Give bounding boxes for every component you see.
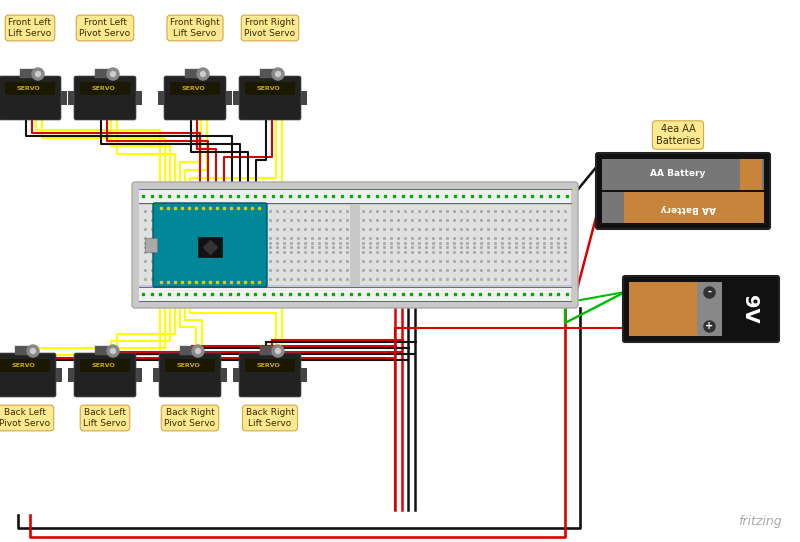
- Bar: [139, 189, 571, 203]
- Bar: [299, 91, 307, 105]
- Bar: [602, 192, 624, 223]
- Bar: [0, 91, 1, 105]
- Bar: [602, 192, 764, 223]
- Text: Front Left
Pivot Servo: Front Left Pivot Servo: [79, 18, 130, 38]
- Circle shape: [272, 345, 284, 357]
- Circle shape: [275, 72, 281, 76]
- Bar: [68, 91, 76, 105]
- Bar: [740, 159, 762, 190]
- Bar: [260, 346, 280, 355]
- Bar: [5, 82, 55, 95]
- Bar: [185, 69, 205, 78]
- Text: SERVO: SERVO: [91, 363, 115, 368]
- Bar: [145, 238, 157, 252]
- Text: Back Right
Pivot Servo: Back Right Pivot Servo: [165, 408, 215, 428]
- Bar: [139, 205, 571, 285]
- Text: AA Battery: AA Battery: [650, 169, 706, 177]
- Circle shape: [35, 72, 41, 76]
- Bar: [80, 82, 130, 95]
- Bar: [153, 368, 161, 382]
- Bar: [134, 91, 142, 105]
- FancyBboxPatch shape: [153, 203, 267, 287]
- Circle shape: [275, 349, 281, 353]
- Bar: [134, 368, 142, 382]
- FancyBboxPatch shape: [0, 353, 56, 397]
- Bar: [68, 368, 76, 382]
- Circle shape: [195, 349, 201, 353]
- Text: +: +: [706, 321, 714, 331]
- Bar: [54, 368, 62, 382]
- Circle shape: [201, 72, 206, 76]
- Bar: [15, 346, 35, 355]
- Circle shape: [192, 345, 204, 357]
- Text: Front Right
Pivot Servo: Front Right Pivot Servo: [245, 18, 295, 38]
- Circle shape: [32, 68, 44, 80]
- FancyBboxPatch shape: [74, 76, 136, 120]
- Bar: [260, 69, 280, 78]
- Bar: [233, 368, 241, 382]
- Bar: [59, 91, 67, 105]
- Text: SERVO: SERVO: [256, 86, 280, 91]
- Text: SERVO: SERVO: [181, 86, 205, 91]
- Text: fritzing: fritzing: [738, 515, 782, 528]
- Bar: [602, 159, 764, 190]
- Text: -: -: [707, 287, 711, 297]
- Circle shape: [27, 345, 39, 357]
- Text: SERVO: SERVO: [256, 363, 280, 368]
- Text: SERVO: SERVO: [16, 86, 40, 91]
- Bar: [158, 91, 166, 105]
- FancyBboxPatch shape: [159, 353, 221, 397]
- FancyBboxPatch shape: [596, 153, 770, 229]
- FancyBboxPatch shape: [132, 182, 578, 308]
- Circle shape: [272, 68, 284, 80]
- Bar: [245, 359, 295, 372]
- Text: Front Left
Lift Servo: Front Left Lift Servo: [8, 18, 52, 38]
- Bar: [224, 91, 232, 105]
- Circle shape: [110, 72, 115, 76]
- Text: AA Battery: AA Battery: [660, 204, 716, 214]
- Text: Back Right
Lift Servo: Back Right Lift Servo: [246, 408, 294, 428]
- Bar: [95, 346, 115, 355]
- FancyBboxPatch shape: [239, 76, 301, 120]
- Text: 4ea AA
Batteries: 4ea AA Batteries: [656, 124, 700, 146]
- Text: SERVO: SERVO: [11, 363, 35, 368]
- Text: Front Right
Lift Servo: Front Right Lift Servo: [170, 18, 220, 38]
- Bar: [170, 82, 220, 95]
- Bar: [698, 282, 722, 336]
- Bar: [350, 205, 360, 285]
- Bar: [180, 346, 200, 355]
- Bar: [198, 237, 222, 257]
- Bar: [139, 287, 571, 301]
- Circle shape: [197, 68, 209, 80]
- Bar: [80, 359, 130, 372]
- Bar: [299, 368, 307, 382]
- Bar: [629, 282, 698, 336]
- Text: SERVO: SERVO: [91, 86, 115, 91]
- FancyBboxPatch shape: [623, 276, 779, 342]
- Circle shape: [30, 349, 35, 353]
- Circle shape: [110, 349, 115, 353]
- Text: SERVO: SERVO: [176, 363, 200, 368]
- Circle shape: [107, 345, 119, 357]
- FancyBboxPatch shape: [74, 353, 136, 397]
- Text: Back Left
Lift Servo: Back Left Lift Servo: [83, 408, 126, 428]
- Bar: [219, 368, 227, 382]
- Text: Back Left
Pivot Servo: Back Left Pivot Servo: [0, 408, 50, 428]
- FancyBboxPatch shape: [239, 353, 301, 397]
- Bar: [233, 91, 241, 105]
- Bar: [165, 359, 215, 372]
- Bar: [245, 82, 295, 95]
- FancyBboxPatch shape: [164, 76, 226, 120]
- Bar: [20, 69, 40, 78]
- FancyBboxPatch shape: [0, 76, 61, 120]
- Bar: [0, 359, 50, 372]
- Bar: [95, 69, 115, 78]
- Circle shape: [107, 68, 119, 80]
- Text: 9V: 9V: [740, 295, 759, 324]
